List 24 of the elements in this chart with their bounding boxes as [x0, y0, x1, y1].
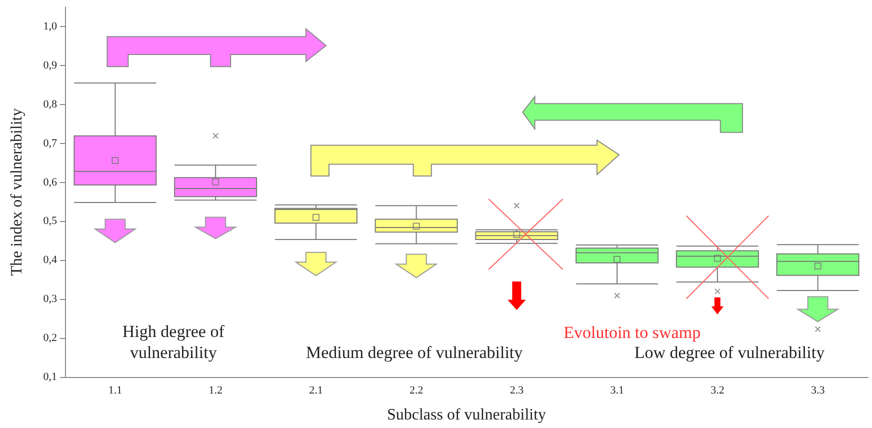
- y-tick-label: 0,5: [43, 215, 58, 228]
- annotation: High degree of vulnerability: [121, 320, 226, 363]
- y-tick-label: 0,9: [43, 59, 58, 72]
- annotation: Evolutoin to swamp: [562, 322, 702, 344]
- y-tick-label: 1,0: [43, 20, 58, 32]
- x-tick-label: 3.1: [610, 384, 624, 396]
- x-tick-label: 2.3: [510, 384, 524, 396]
- y-tick-label: 0,1: [43, 371, 57, 383]
- y-tick-label: 0,3: [43, 293, 58, 306]
- y-tick-label: 0,8: [43, 98, 58, 110]
- annotation: Medium degree of vulnerability: [304, 342, 524, 363]
- y-axis-title: The index of vulnerability: [8, 108, 26, 276]
- x-tick-label: 3.2: [710, 384, 724, 396]
- y-tick-label: 0,6: [43, 176, 58, 188]
- y-tick-label: 0,4: [43, 254, 58, 266]
- x-tick-label: 1.2: [208, 384, 222, 396]
- x-tick-label: 1.1: [108, 384, 122, 396]
- x-axis-title: Subclass of vulnerability: [386, 406, 546, 424]
- x-tick-label: 3.3: [810, 384, 826, 396]
- x-tick-label: 2.2: [409, 384, 424, 396]
- annotation: Low degree of vulnerability: [633, 342, 826, 363]
- y-tick-label: 0,2: [43, 332, 57, 344]
- x-tick-label: 2.1: [309, 384, 323, 396]
- y-tick-label: 0,7: [43, 137, 58, 150]
